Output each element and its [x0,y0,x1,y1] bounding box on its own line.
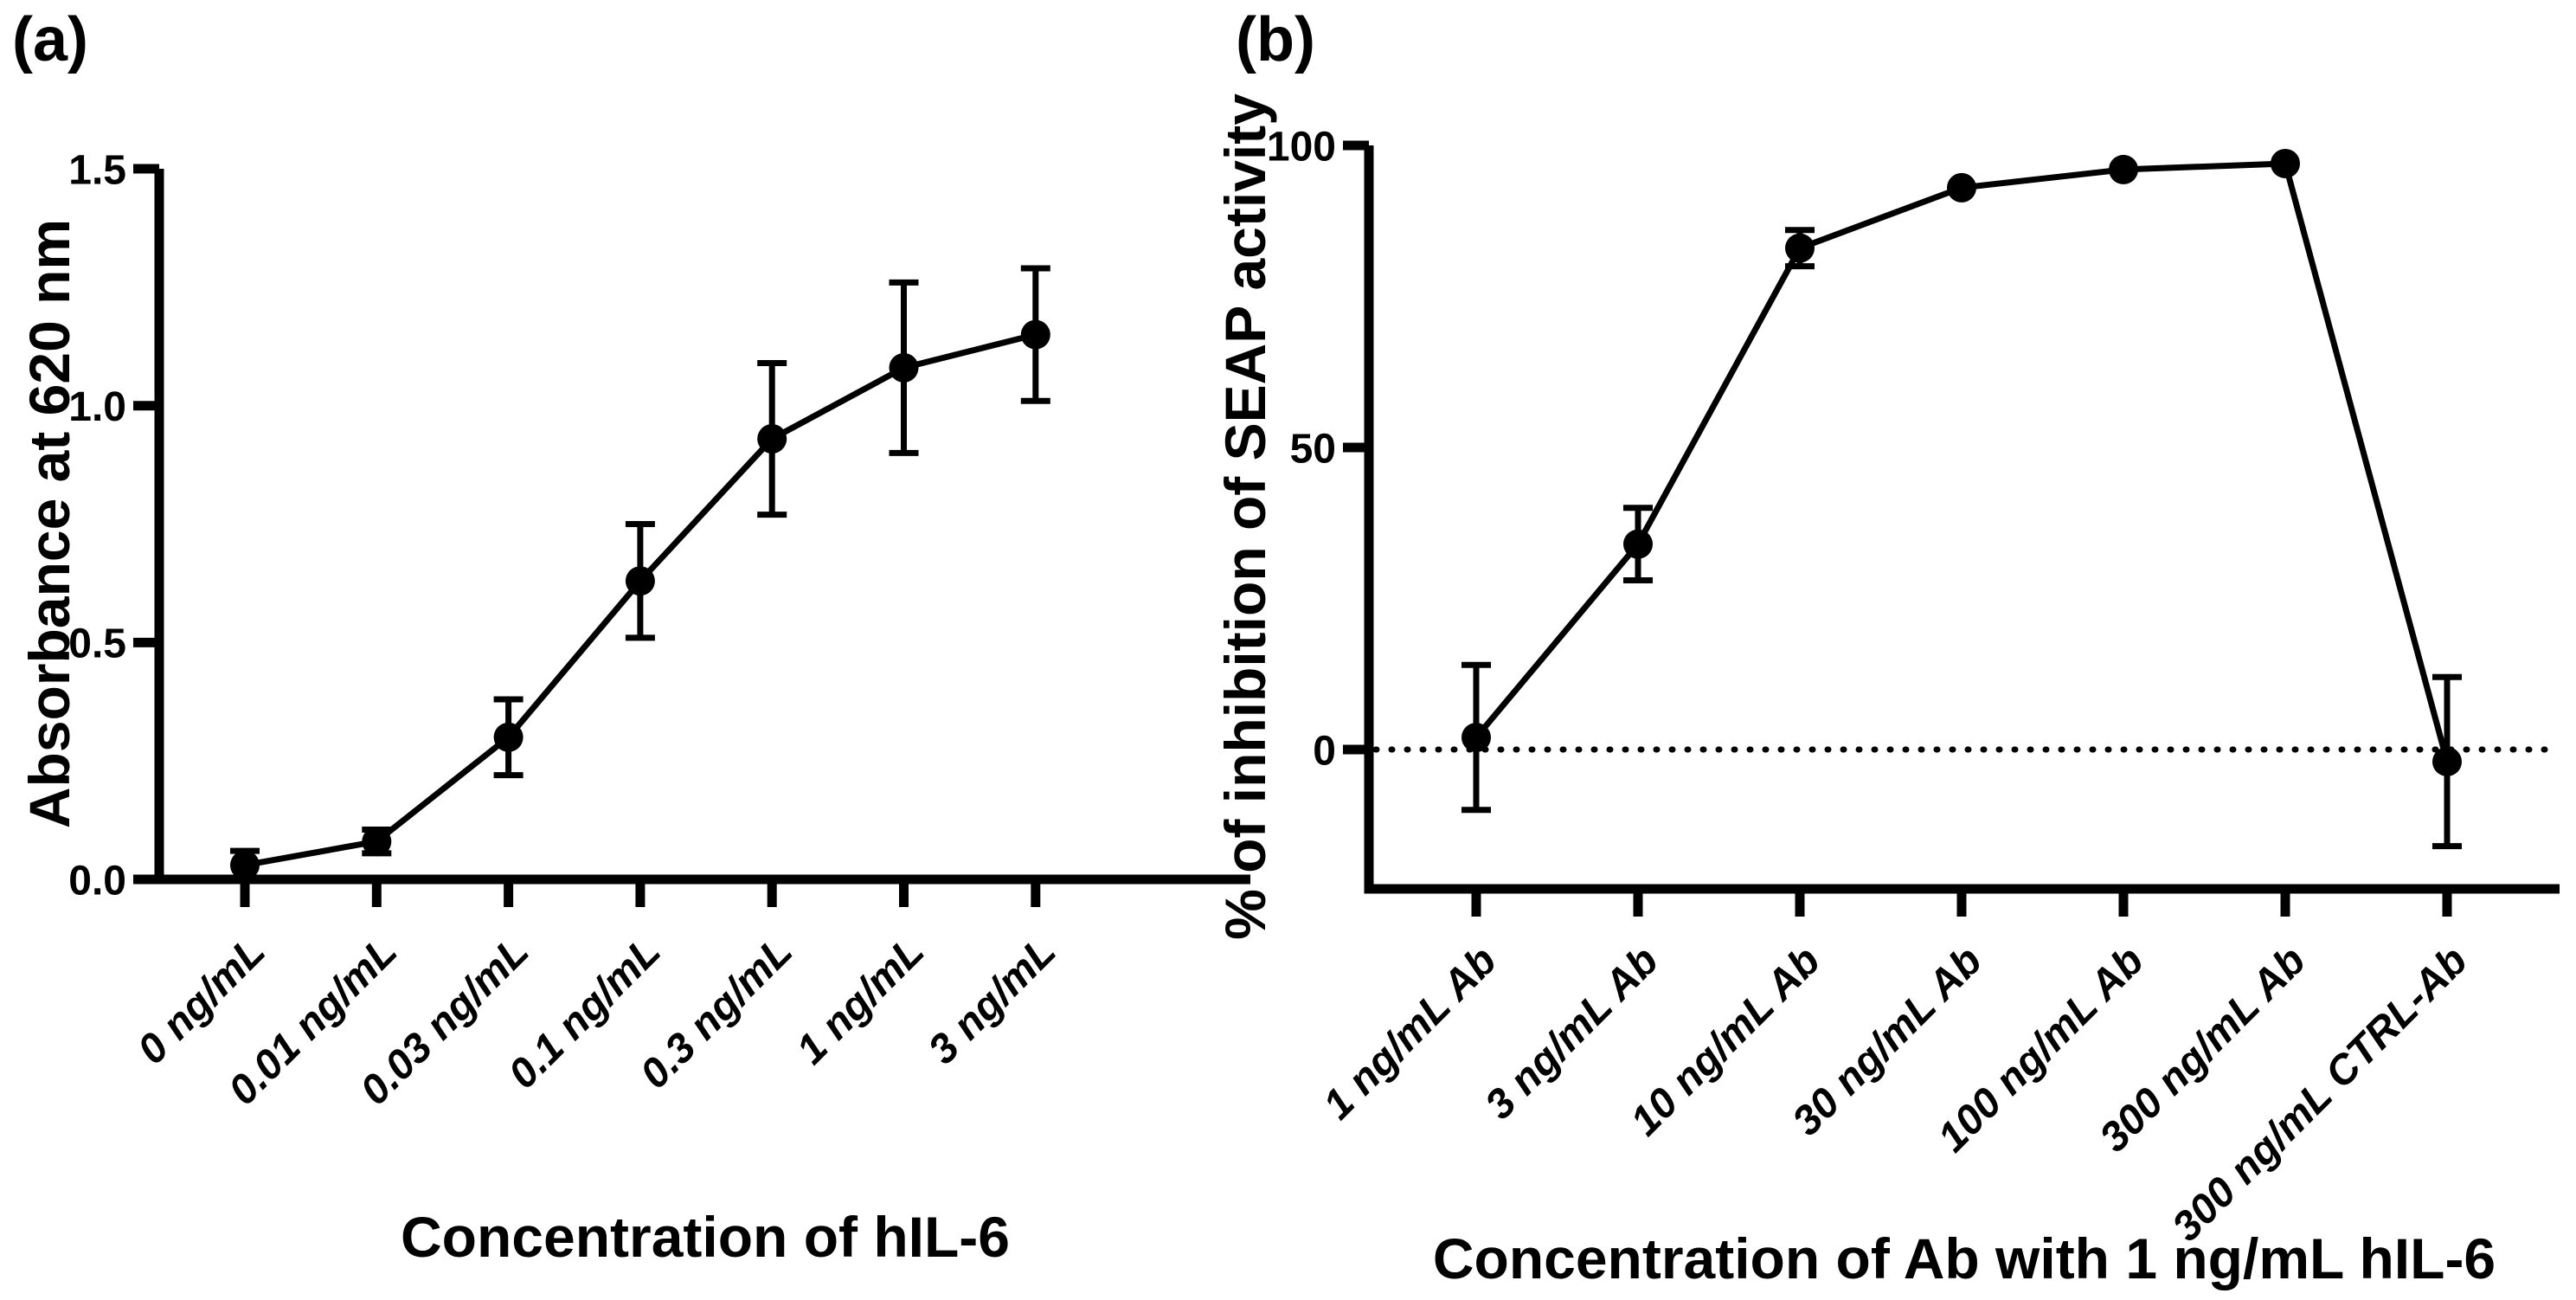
axis-spine [154,169,1250,885]
data-point-marker [2271,148,2300,178]
panel-a-x-axis-title: Concentration of hIL-6 [401,1205,1010,1269]
data-point-marker [1947,172,1976,203]
y-axis-tick-label: 1.5 [68,147,126,193]
x-axis-category-label: 1 ng/mL Ab [1314,937,1505,1128]
data-point-marker [1785,233,1815,263]
data-point-marker [1623,529,1653,559]
panel-b-y-axis-title: % of inhibition of SEAP activity [1213,93,1277,940]
panel-a-plot-area: 0.00.51.01.50 ng/mL0.01 ng/mL0.03 ng/mL0… [68,147,1250,1114]
x-axis-category-label: 1 ng/mL [788,928,934,1073]
y-axis-tick-label: 100 [1267,124,1336,170]
y-axis-tick-label: 0.0 [68,858,126,904]
x-axis-category-label: 300 ng/mL CTRL-Ab [2164,937,2476,1250]
panel-b: (b) % of inhibition of SEAP activity Con… [1213,5,2563,1290]
data-series-line [1474,160,2451,763]
panel-a-y-axis-title: Absorbance at 620 nm [17,219,81,828]
panel-a-label: (a) [12,5,88,74]
panel-b-x-axis-title: Concentration of Ab with 1 ng/mL hIL-6 [1433,1226,2496,1290]
data-point-marker [1461,723,1491,753]
x-axis-category-label: 3 ng/mL [920,928,1065,1073]
panel-b-label: (b) [1236,5,1315,74]
data-point-marker [2432,746,2462,776]
y-axis-tick-label: 0 [1313,728,1336,774]
data-point-marker [230,850,260,880]
data-point-marker [493,722,524,752]
y-axis-tick-label: 50 [1290,426,1336,472]
y-axis-tick-label: 1.0 [68,384,126,430]
data-point-marker [362,827,392,857]
data-point-marker [889,352,919,383]
data-point-marker [1020,319,1050,350]
data-point-marker [757,424,787,454]
y-axis-tick-label: 0.5 [68,621,126,667]
panel-a: (a) Absorbance at 620 nm Concentration o… [12,5,1250,1269]
data-point-marker [625,566,655,596]
data-point-marker [2109,154,2138,184]
axis-spine [1364,145,2560,894]
